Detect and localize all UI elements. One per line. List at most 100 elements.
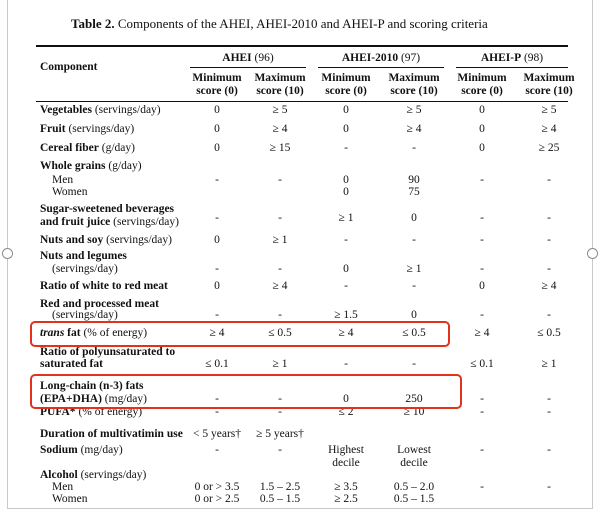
table-cell: 0	[479, 104, 485, 116]
table-cell: 0	[411, 309, 417, 321]
table-cell: ≥ 4	[541, 123, 557, 135]
row-label: PUFA* (% of energy)	[40, 406, 143, 418]
row-label: Duration of multivatimin use	[40, 428, 183, 440]
table-cell: < 5 years†	[193, 428, 241, 440]
table-cell: -	[278, 393, 282, 405]
table-cell: ≥ 4	[272, 123, 288, 135]
table-cell: ≤ 0.5	[268, 327, 292, 339]
table-cell: ≤ 0.5	[402, 327, 426, 339]
table-cell: -	[480, 406, 484, 418]
table-cell: 0	[343, 263, 349, 275]
row-label: (servings/day)	[52, 263, 118, 275]
table-cell: ≥ 1	[272, 358, 288, 370]
table-cell: -	[480, 393, 484, 405]
maximum-score-header: Maximum	[523, 72, 575, 84]
table-cell: 0	[214, 280, 220, 292]
table-cell: ≥ 4	[209, 327, 225, 339]
table-cell: -	[480, 263, 484, 275]
table-cell: -	[480, 444, 484, 456]
table-cell: 0	[343, 393, 349, 405]
table-cell: 0	[343, 186, 349, 198]
minimum-score-header: Minimum	[192, 72, 242, 84]
table-cell: -	[412, 358, 416, 370]
table-cell: ≤ 0.1	[205, 358, 229, 370]
minimum-score-header: score (0)	[325, 85, 367, 97]
table-cell: -	[412, 280, 416, 292]
table-cell: -	[215, 406, 219, 418]
table-cell: -	[412, 142, 416, 154]
row-label: Ratio of polyunsaturated to	[40, 346, 176, 358]
table-caption-label: Table 2.	[71, 16, 115, 31]
table-cell: -	[547, 212, 551, 224]
table-cell: 250	[405, 393, 423, 405]
table-cell: ≥ 4	[338, 327, 354, 339]
table-cell: 0	[343, 123, 349, 135]
table-cell: 0	[214, 104, 220, 116]
row-label: saturated fat	[40, 358, 103, 370]
table-cell: -	[215, 174, 219, 186]
table-cell: ≤ 2	[338, 406, 354, 418]
resize-handle-right[interactable]	[587, 248, 598, 259]
table-cell: ≥ 10	[403, 406, 425, 418]
table-cell: -	[344, 234, 348, 246]
table-cell: 0	[214, 234, 220, 246]
table-cell: ≤ 0.1	[470, 358, 494, 370]
group-rule-ahei	[190, 67, 306, 68]
table-cell: -	[344, 280, 348, 292]
row-label: Fruit (servings/day)	[40, 123, 135, 135]
table-cell: -	[547, 309, 551, 321]
table-caption: Table 2. Components of the AHEI, AHEI-20…	[71, 16, 488, 32]
table-cell: -	[278, 174, 282, 186]
table-cell: -	[547, 444, 551, 456]
table-cell: -	[480, 212, 484, 224]
resize-handle-left[interactable]	[2, 248, 13, 259]
table-cell: -	[278, 406, 282, 418]
group-header-ahei: AHEI (96)	[222, 52, 274, 64]
row-label: Nuts and legumes	[40, 250, 127, 262]
table-cell: decile	[332, 457, 360, 469]
table-cell: 0	[214, 142, 220, 154]
table-cell: ≥ 1	[406, 263, 422, 275]
table-cell: -	[215, 212, 219, 224]
group-header-ahei-p: AHEI-P (98)	[480, 52, 544, 64]
table-cell: 90	[408, 174, 420, 186]
table-cell: -	[480, 481, 484, 493]
table-cell: -	[547, 174, 551, 186]
table-cell: ≥ 5 years†	[256, 428, 304, 440]
header-rule	[36, 101, 568, 102]
top-rule	[36, 45, 568, 47]
row-label: Vegetables (servings/day)	[40, 104, 161, 116]
row-label: Alcohol (servings/day)	[40, 469, 147, 481]
maximum-score-header: Maximum	[254, 72, 306, 84]
row-label: Red and processed meat	[40, 298, 159, 310]
highlight-trans-fat	[30, 321, 450, 347]
minimum-score-header: Minimum	[321, 72, 371, 84]
table-cell: -	[215, 309, 219, 321]
group-rule-ahei2010	[318, 67, 444, 68]
table-cell: ≥ 25	[538, 142, 560, 154]
table-cell: ≥ 4	[272, 280, 288, 292]
table-cell: ≥ 1	[338, 212, 354, 224]
table-cell: -	[278, 212, 282, 224]
table-cell: -	[547, 263, 551, 275]
table-cell: 0	[479, 123, 485, 135]
maximum-score-header: score (10)	[256, 85, 304, 97]
highlight-long-chain-fats	[30, 374, 462, 409]
table-cell: ≥ 1	[541, 358, 557, 370]
group-header-ahei-2010: AHEI-2010 (97)	[341, 52, 421, 64]
table-cell: -	[344, 142, 348, 154]
column-header-component: Component	[40, 61, 98, 73]
table-cell: ≥ 4	[541, 280, 557, 292]
group-rule-aheip	[456, 67, 568, 68]
table-cell: 75	[408, 186, 420, 198]
row-label: Sodium (mg/day)	[40, 444, 123, 456]
table-cell: -	[547, 234, 551, 246]
table-cell: ≥ 15	[269, 142, 291, 154]
row-label: Whole grains (g/day)	[40, 160, 142, 172]
table-cell: ≥ 4	[406, 123, 422, 135]
table-cell: 0.5 – 1.5	[393, 493, 435, 505]
table-cell: ≥ 5	[541, 104, 557, 116]
table-cell: 0	[479, 142, 485, 154]
table-cell: 0	[479, 280, 485, 292]
table-cell: Highest	[328, 444, 364, 456]
